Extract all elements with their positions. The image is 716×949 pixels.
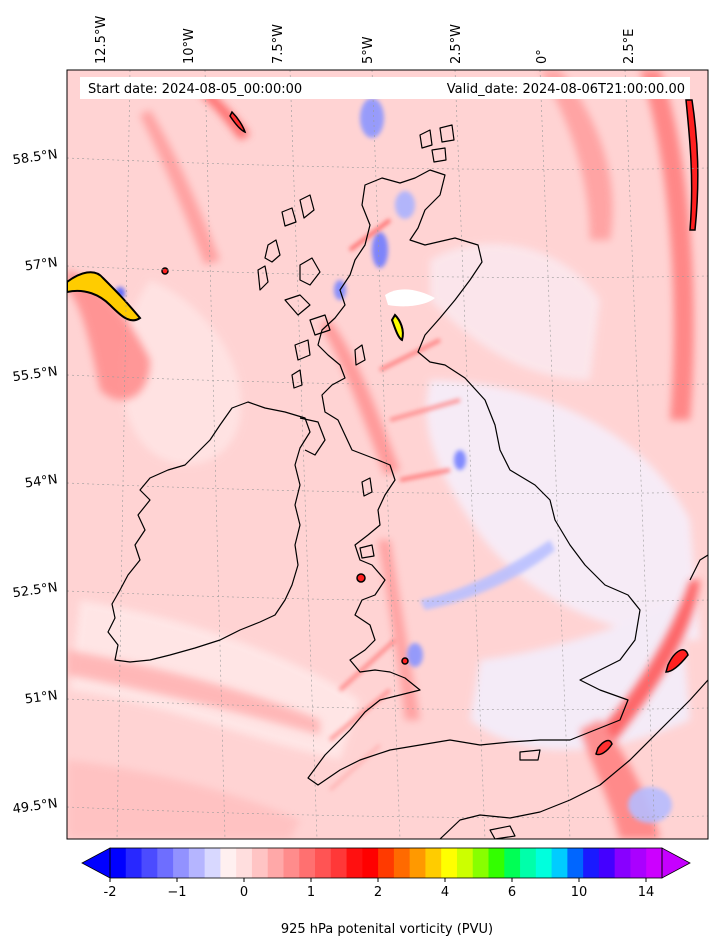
colorbar-segment — [393, 848, 411, 878]
lat-label: 49.5°N — [12, 796, 59, 817]
colorbar-segment — [204, 848, 221, 878]
start-date-label: Start date: 2024-08-05_00:00:00 — [88, 82, 302, 97]
colorbar-tick-label: 6 — [508, 885, 516, 900]
colorbar-segment — [488, 848, 505, 878]
colorbar-tick-label: 1 — [307, 885, 315, 900]
colorbar-segment — [125, 848, 143, 878]
colorbar-tick-label: 4 — [441, 885, 449, 900]
lat-label: 51°N — [24, 688, 59, 707]
colorbar-segment — [173, 848, 190, 878]
colorbar-segment — [251, 848, 269, 878]
colorbar-segment — [535, 848, 553, 878]
strong-pv-contours — [67, 99, 699, 756]
colorbar-frame — [109, 847, 663, 879]
colorbar-tick-label: 0 — [240, 885, 248, 900]
colorbar-segment — [330, 848, 348, 878]
valid-date-label: Valid_date: 2024-08-06T21:00:00.00 — [447, 82, 685, 97]
colorbar-segment — [267, 848, 284, 878]
lat-label: 54°N — [24, 472, 59, 491]
ireland-coast — [107, 401, 311, 663]
colorbar-segment — [299, 848, 316, 878]
colorbar: -2 −1 0 1 2 4 6 10 14 — [81, 847, 691, 900]
lon-label: 2.5°E — [622, 29, 637, 64]
colorbar-segment — [220, 848, 237, 878]
lat-label: 58.5°N — [12, 147, 59, 168]
lat-label: 57°N — [24, 255, 59, 274]
graticule — [67, 70, 708, 839]
colorbar-segment — [315, 848, 332, 878]
lon-label: 0° — [535, 49, 550, 64]
colorbar-tick-label: -2 — [104, 885, 117, 900]
colorbar-segment — [630, 848, 647, 878]
latitude-labels: 58.5°N 57°N 55.5°N 54°N 52.5°N 51°N 49.5°N — [12, 147, 59, 817]
pv-field — [67, 70, 708, 839]
colorbar-segment — [583, 848, 600, 878]
lat-label: 52.5°N — [12, 580, 59, 601]
colorbar-segment — [567, 848, 584, 878]
colorbar-segment — [646, 848, 663, 878]
coastlines — [107, 124, 708, 839]
longitude-labels: 12.5°W 10°W 7.5°W 5°W 2.5°W 0° 2.5°E — [94, 16, 637, 64]
colorbar-tick-label: 14 — [638, 885, 655, 900]
colorbar-under-arrow — [81, 847, 111, 879]
colorbar-segment — [362, 848, 379, 878]
colorbar-title: 925 hPa potenital vorticity (PVU) — [281, 922, 493, 937]
great-britain-coast — [307, 169, 641, 786]
colorbar-segment — [188, 848, 206, 878]
lon-label: 7.5°W — [271, 24, 286, 64]
colorbar-segment — [236, 848, 253, 878]
lat-label: 55.5°N — [12, 364, 59, 385]
colorbar-segment — [614, 848, 631, 878]
colorbar-tick-label: 2 — [374, 885, 382, 900]
colorbar-segment — [441, 848, 458, 878]
colorbar-tick-label: 10 — [571, 885, 588, 900]
colorbar-segment — [425, 848, 442, 878]
lon-label: 10°W — [182, 28, 197, 64]
lon-label: 2.5°W — [449, 24, 464, 64]
colorbar-segment — [551, 848, 568, 878]
colorbar-segment — [283, 848, 300, 878]
colorbar-segment — [409, 848, 426, 878]
colorbar-segment — [346, 848, 363, 878]
colorbar-segment — [504, 848, 521, 878]
colorbar-segment — [456, 848, 474, 878]
colorbar-segment — [598, 848, 616, 878]
colorbar-segment — [110, 848, 127, 878]
header-box — [80, 77, 690, 99]
colorbar-segment — [472, 848, 490, 878]
colorbar-segment — [157, 848, 174, 878]
colorbar-tick-label: −1 — [167, 885, 186, 900]
lon-label: 5°W — [361, 36, 376, 64]
colorbar-segment — [378, 848, 395, 878]
lon-label: 12.5°W — [94, 16, 109, 64]
colorbar-segment — [520, 848, 537, 878]
colorbar-over-arrow — [661, 847, 691, 879]
colorbar-segment — [141, 848, 158, 878]
